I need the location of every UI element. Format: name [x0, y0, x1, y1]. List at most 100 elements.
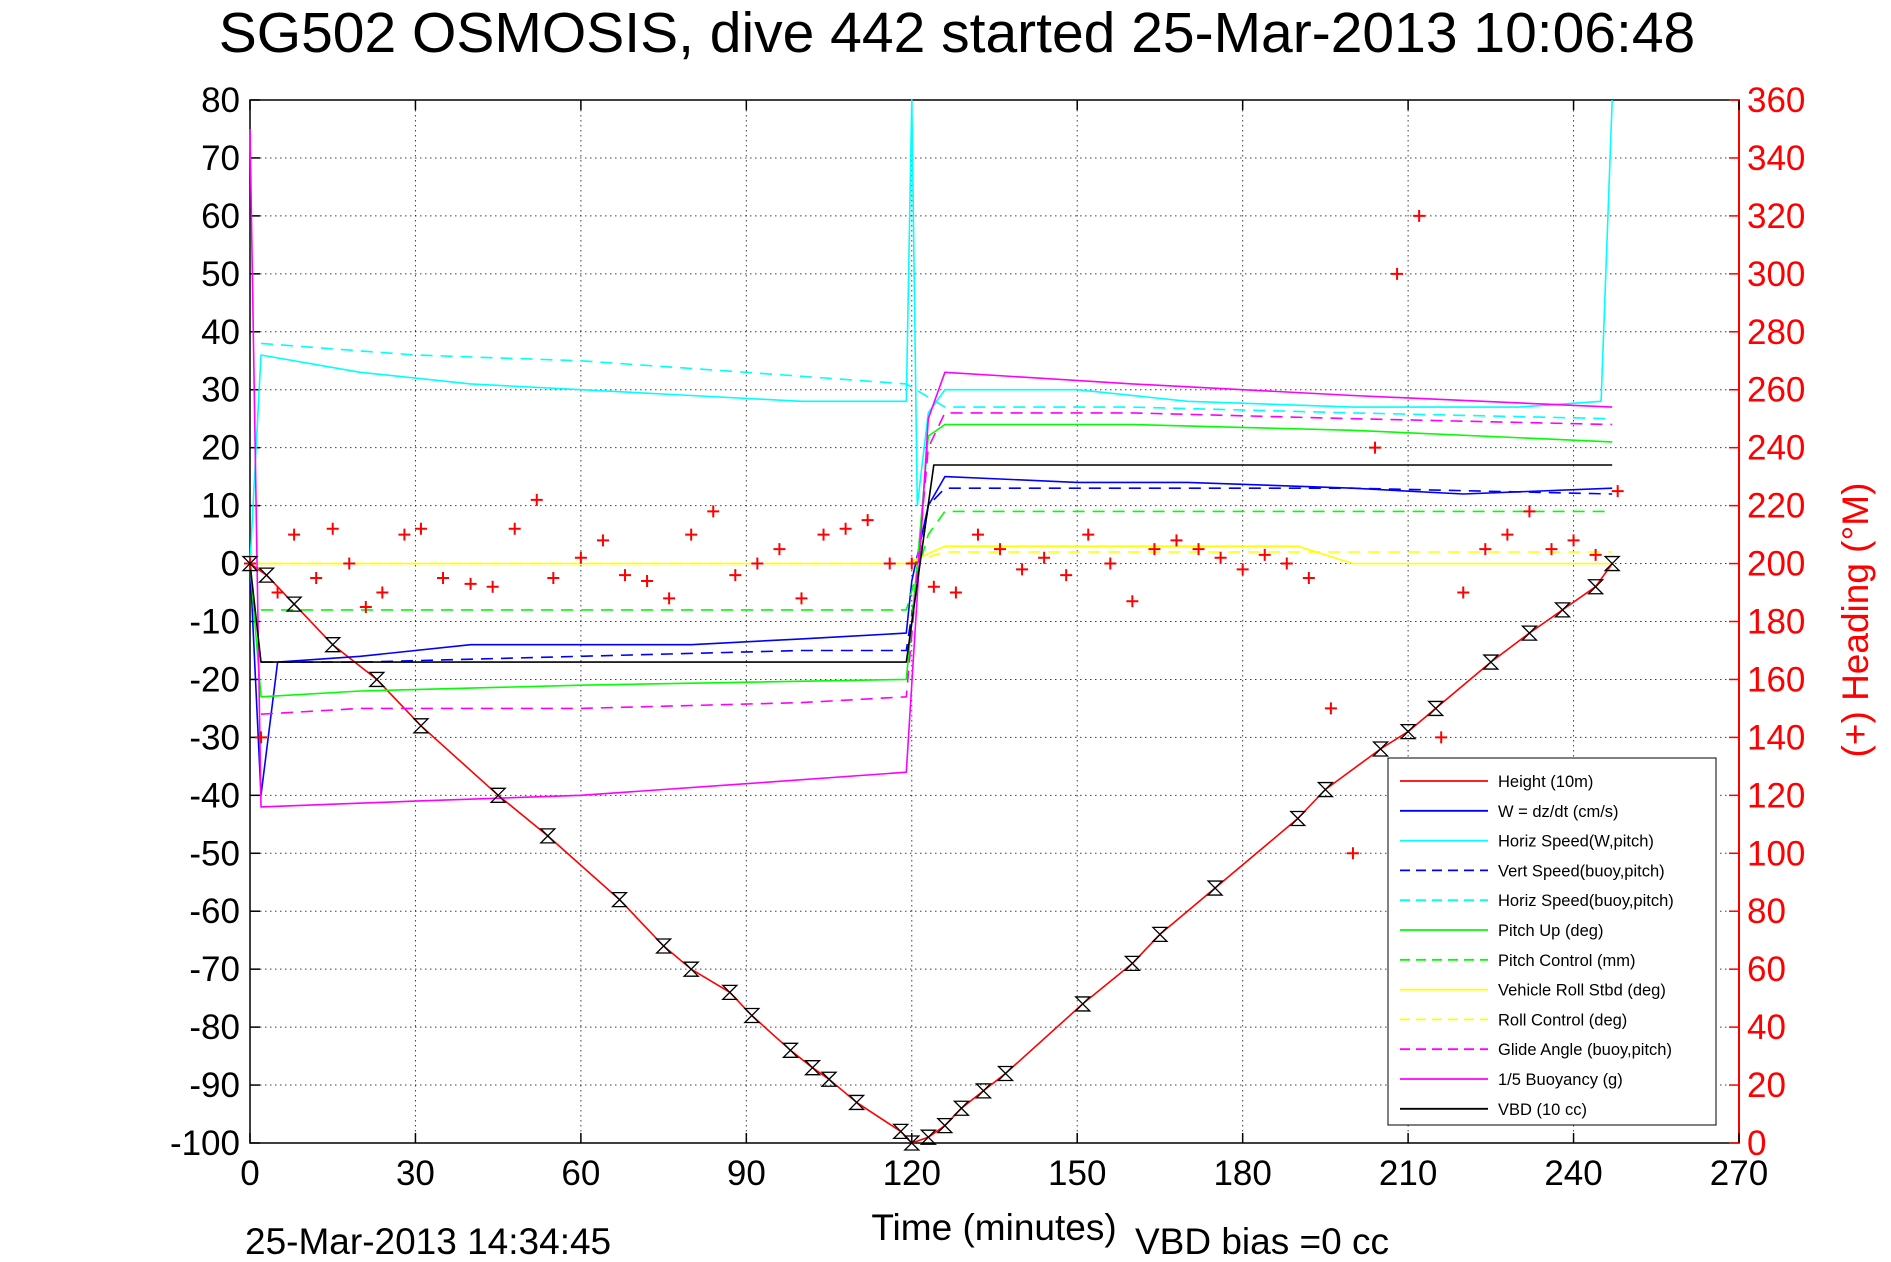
right-tick-label: 320: [1747, 197, 1805, 236]
heading-point: [1148, 543, 1161, 556]
dive-marker: [803, 1060, 822, 1076]
heading-point: [751, 557, 764, 570]
x-tick-label: 150: [1048, 1154, 1106, 1193]
y-tick-label: -50: [189, 834, 240, 873]
series-line-8: [250, 551, 1613, 565]
heading-point: [376, 586, 389, 599]
dive-marker: [848, 1094, 866, 1111]
dive-marker: [1520, 625, 1539, 641]
legend: Height (10m) W = dz/dt (cm/s) Horiz Speed(…: [1387, 757, 1717, 1126]
heading-point: [1126, 595, 1139, 608]
y-tick-label: -30: [189, 718, 240, 757]
heading-point: [971, 528, 984, 541]
dive-marker: [1289, 810, 1307, 827]
heading-point: [1391, 267, 1404, 280]
heading-point: [486, 580, 499, 593]
heading-point: [994, 543, 1007, 556]
y-tick-label: 20: [201, 429, 240, 468]
x-tick-label: 240: [1544, 1154, 1602, 1193]
legend-label-8: Roll Control (deg): [1498, 1011, 1627, 1029]
dive-marker: [285, 596, 303, 612]
y-tick-label: -80: [189, 1008, 240, 1047]
y-tick-label: -90: [189, 1066, 240, 1105]
heading-point: [326, 522, 339, 535]
legend-label-9: Glide Angle (buoy,pitch): [1498, 1041, 1672, 1059]
dive-marker: [1151, 926, 1169, 943]
heading-point: [1523, 505, 1536, 518]
heading-layer: [244, 209, 1624, 860]
right-tick-label: 0: [1747, 1124, 1766, 1163]
y-tick-label: -20: [189, 660, 240, 699]
heading-point: [1611, 485, 1624, 498]
dive-marker: [996, 1065, 1015, 1082]
x-tick-label: 60: [561, 1154, 600, 1193]
heading-point: [343, 557, 356, 570]
legend-label-0: Height (10m): [1498, 773, 1593, 791]
x-tick-label: 210: [1379, 1154, 1437, 1193]
heading-point: [398, 528, 411, 541]
series-line-10: [249, 128, 1613, 808]
heading-point: [1479, 543, 1492, 556]
dive-marker: [1371, 741, 1390, 757]
dive-marker: [1553, 602, 1572, 618]
heading-point: [574, 551, 587, 564]
series-layer: [249, 99, 1613, 1144]
right-tick-label: 100: [1747, 834, 1805, 873]
dive-marker: [610, 891, 629, 908]
footer-vbd-bias: VBD bias =0 cc: [1135, 1221, 1389, 1262]
dive-marker: [368, 671, 386, 688]
legend-label-2: Horiz Speed(W,pitch): [1498, 833, 1654, 851]
heading-point: [1501, 528, 1514, 541]
y-tick-label: 80: [201, 81, 240, 120]
dive-marker: [1603, 555, 1621, 572]
heading-point: [1324, 702, 1337, 715]
heading-point: [795, 592, 808, 605]
legend-box: [1387, 757, 1717, 1126]
x-tick-label: 180: [1213, 1154, 1271, 1193]
heading-point: [437, 572, 450, 585]
heading-point: [1038, 551, 1051, 564]
x-tick-label: 0: [240, 1154, 259, 1193]
heading-point: [596, 534, 609, 547]
heading-point: [1214, 551, 1227, 564]
dive-marker: [952, 1100, 970, 1116]
heading-point: [861, 514, 874, 527]
dive-marker: [1206, 880, 1224, 896]
right-tick-label: 80: [1747, 892, 1786, 931]
series-line-6: [261, 510, 1613, 611]
y-tick-label: 60: [201, 197, 240, 236]
dive-marker: [1074, 996, 1092, 1012]
dive-marker: [974, 1083, 993, 1099]
series-line-0: [249, 562, 1613, 1144]
heading-point: [619, 569, 632, 582]
y-tick-label: 0: [221, 545, 240, 584]
dive-marker: [721, 984, 739, 1000]
dive-marker: [781, 1042, 800, 1058]
heading-point: [1082, 528, 1095, 541]
dive-marker: [257, 567, 276, 583]
y-tick-label: -60: [189, 892, 240, 931]
ticks-layer: 0 30 60 90 120 150 180 210 240 270 80 70 60 50 40 30 20 1…: [170, 81, 1805, 1193]
chart-title: SG502 OSMOSIS, dive 442 started 25-Mar-2…: [219, 1, 1696, 65]
heading-point: [663, 592, 676, 605]
legend-label-11: VBD (10 cc): [1498, 1101, 1587, 1119]
dive-marker: [892, 1123, 910, 1140]
right-tick-label: 260: [1747, 371, 1805, 410]
right-tick-label: 360: [1747, 81, 1805, 120]
x-axis-label: Time (minutes): [871, 1207, 1116, 1248]
heading-point: [905, 557, 918, 570]
right-tick-label: 120: [1747, 776, 1805, 815]
series-line-9: [260, 412, 1613, 715]
dive-marker: [1123, 955, 1141, 972]
heading-point: [1435, 731, 1448, 744]
heading-point: [1545, 543, 1558, 556]
heading-point: [271, 586, 284, 599]
legend-label-6: Pitch Control (mm): [1498, 952, 1636, 970]
series-line-3: [261, 487, 1613, 663]
dive-marker: [539, 828, 557, 844]
heading-point: [685, 528, 698, 541]
heading-point: [547, 572, 560, 585]
right-tick-label: 160: [1747, 660, 1805, 699]
heading-point: [1016, 563, 1029, 576]
heading-point: [1302, 572, 1315, 585]
